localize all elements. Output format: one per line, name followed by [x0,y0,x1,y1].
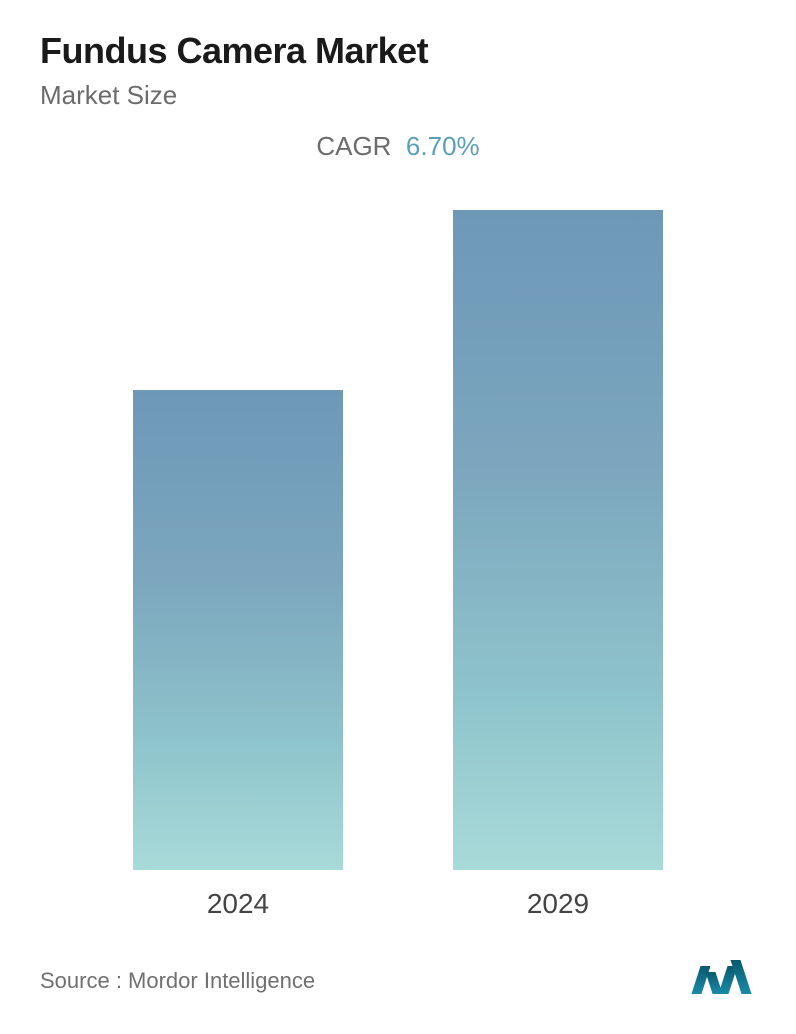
cagr-label: CAGR [316,131,391,161]
bar-label-2029: 2029 [527,888,589,920]
infographic-container: Fundus Camera Market Market Size CAGR 6.… [0,0,796,1034]
source-text: Source : Mordor Intelligence [40,968,315,994]
bar-group-2024: 2024 [133,390,343,920]
bar-label-2024: 2024 [207,888,269,920]
footer: Source : Mordor Intelligence [40,930,756,1004]
bar-2029 [453,210,663,870]
logo-m-right [723,960,746,994]
subtitle: Market Size [40,80,756,111]
mordor-logo-icon [696,960,756,994]
bar-chart: 2024 2029 [40,192,756,930]
bar-2024 [133,390,343,870]
cagr-value: 6.70% [406,131,480,161]
page-title: Fundus Camera Market [40,30,756,72]
cagr-row: CAGR 6.70% [40,131,756,162]
logo-m-left [696,966,719,994]
bar-group-2029: 2029 [453,210,663,920]
